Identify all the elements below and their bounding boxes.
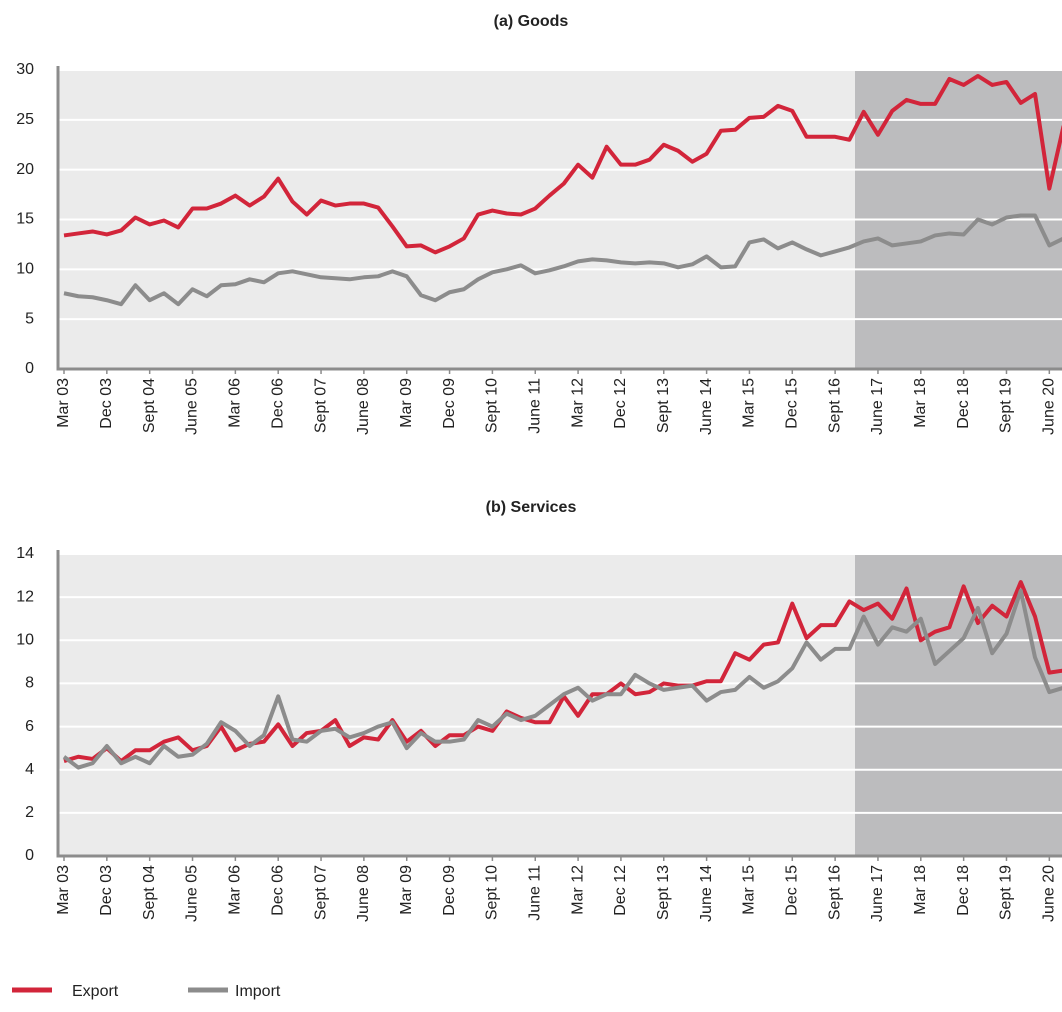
chart-title: (b) Services bbox=[486, 499, 577, 516]
y-tick-label: 0 bbox=[25, 360, 34, 377]
x-tick-label: June 08 bbox=[355, 378, 372, 435]
x-tick-label: June 14 bbox=[698, 865, 715, 922]
y-tick-label: 12 bbox=[16, 588, 34, 605]
x-tick-label: Sept 19 bbox=[998, 865, 1015, 920]
x-tick-label: June 11 bbox=[526, 378, 543, 434]
plot-lines bbox=[63, 73, 1062, 307]
x-tick-label: Mar 03 bbox=[55, 378, 72, 428]
data-line bbox=[62, 588, 1062, 770]
x-tick-label: Dec 12 bbox=[612, 865, 629, 916]
x-tick-label: Mar 18 bbox=[912, 378, 929, 428]
x-tick-label: Sept 10 bbox=[484, 865, 501, 920]
y-tick-label: 10 bbox=[16, 632, 34, 649]
x-tick-label: Dec 12 bbox=[612, 378, 629, 429]
x-tick-label: Dec 18 bbox=[955, 865, 972, 916]
y-tick-label: 25 bbox=[16, 111, 34, 128]
y-tick-label: 15 bbox=[16, 211, 34, 228]
x-tick-label: Sept 16 bbox=[826, 865, 843, 920]
x-tick-label: Mar 06 bbox=[227, 865, 244, 915]
x-tick-label: June 14 bbox=[698, 378, 715, 435]
x-tick-label: Dec 03 bbox=[98, 378, 115, 429]
y-tick-label: 5 bbox=[25, 310, 34, 327]
x-tick-label: Sept 13 bbox=[655, 378, 672, 433]
x-tick-label: Mar 09 bbox=[398, 865, 415, 915]
x-tick-label: Mar 06 bbox=[227, 378, 244, 428]
y-tick-label: 14 bbox=[16, 545, 34, 562]
plot-lines bbox=[62, 580, 1062, 770]
data-line bbox=[63, 213, 1062, 307]
x-tick-label: Sept 07 bbox=[312, 378, 329, 433]
y-tick-label: 4 bbox=[25, 761, 34, 778]
x-tick-label: June 11 bbox=[526, 865, 543, 921]
x-tick-label: Mar 12 bbox=[569, 865, 586, 915]
x-tick-label: June 08 bbox=[355, 865, 372, 922]
y-tick-label: 8 bbox=[25, 675, 34, 692]
legend: Export Import bbox=[12, 983, 281, 1000]
y-tick-label: 20 bbox=[16, 161, 34, 178]
x-tick-label: June 17 bbox=[869, 378, 886, 435]
x-tick-label: Sept 10 bbox=[484, 378, 501, 433]
x-tick-label: Mar 15 bbox=[741, 378, 758, 428]
x-tick-label: Mar 03 bbox=[55, 865, 72, 915]
data-line bbox=[63, 73, 1062, 255]
legend-label: Export bbox=[72, 983, 119, 1000]
x-tick-label: Dec 18 bbox=[955, 378, 972, 429]
y-tick-label: 10 bbox=[16, 261, 34, 278]
chart-title: (a) Goods bbox=[494, 13, 569, 30]
x-tick-label: Mar 18 bbox=[912, 865, 929, 915]
x-tick-label: Sept 04 bbox=[141, 378, 158, 433]
y-tick-label: 2 bbox=[25, 804, 34, 821]
x-tick-label: Dec 03 bbox=[98, 865, 115, 916]
x-tick-label: Dec 15 bbox=[783, 378, 800, 429]
x-tick-label: June 20 bbox=[1041, 865, 1058, 922]
x-tick-label: Sept 07 bbox=[312, 865, 329, 920]
x-tick-label: Dec 09 bbox=[441, 378, 458, 429]
x-tick-label: Sept 13 bbox=[655, 865, 672, 920]
x-tick-label: Sept 19 bbox=[998, 378, 1015, 433]
x-tick-label: Dec 15 bbox=[783, 865, 800, 916]
x-tick-label: Mar 15 bbox=[741, 865, 758, 915]
y-tick-label: 30 bbox=[16, 61, 34, 78]
x-tick-label: Mar 09 bbox=[398, 378, 415, 428]
y-tick-label: 0 bbox=[25, 847, 34, 864]
x-tick-label: Sept 04 bbox=[141, 865, 158, 920]
x-tick-label: June 05 bbox=[184, 865, 201, 922]
x-tick-label: Dec 06 bbox=[269, 865, 286, 916]
x-tick-label: June 17 bbox=[869, 865, 886, 922]
x-tick-label: Dec 09 bbox=[441, 865, 458, 916]
x-tick-label: Dec 06 bbox=[269, 378, 286, 429]
y-tick-label: 6 bbox=[25, 718, 34, 735]
x-tick-label: Mar 12 bbox=[569, 378, 586, 428]
x-tick-label: June 05 bbox=[184, 378, 201, 435]
x-tick-label: June 20 bbox=[1041, 378, 1058, 435]
x-tick-label: Sept 16 bbox=[826, 378, 843, 433]
legend-label: Import bbox=[235, 983, 281, 1000]
